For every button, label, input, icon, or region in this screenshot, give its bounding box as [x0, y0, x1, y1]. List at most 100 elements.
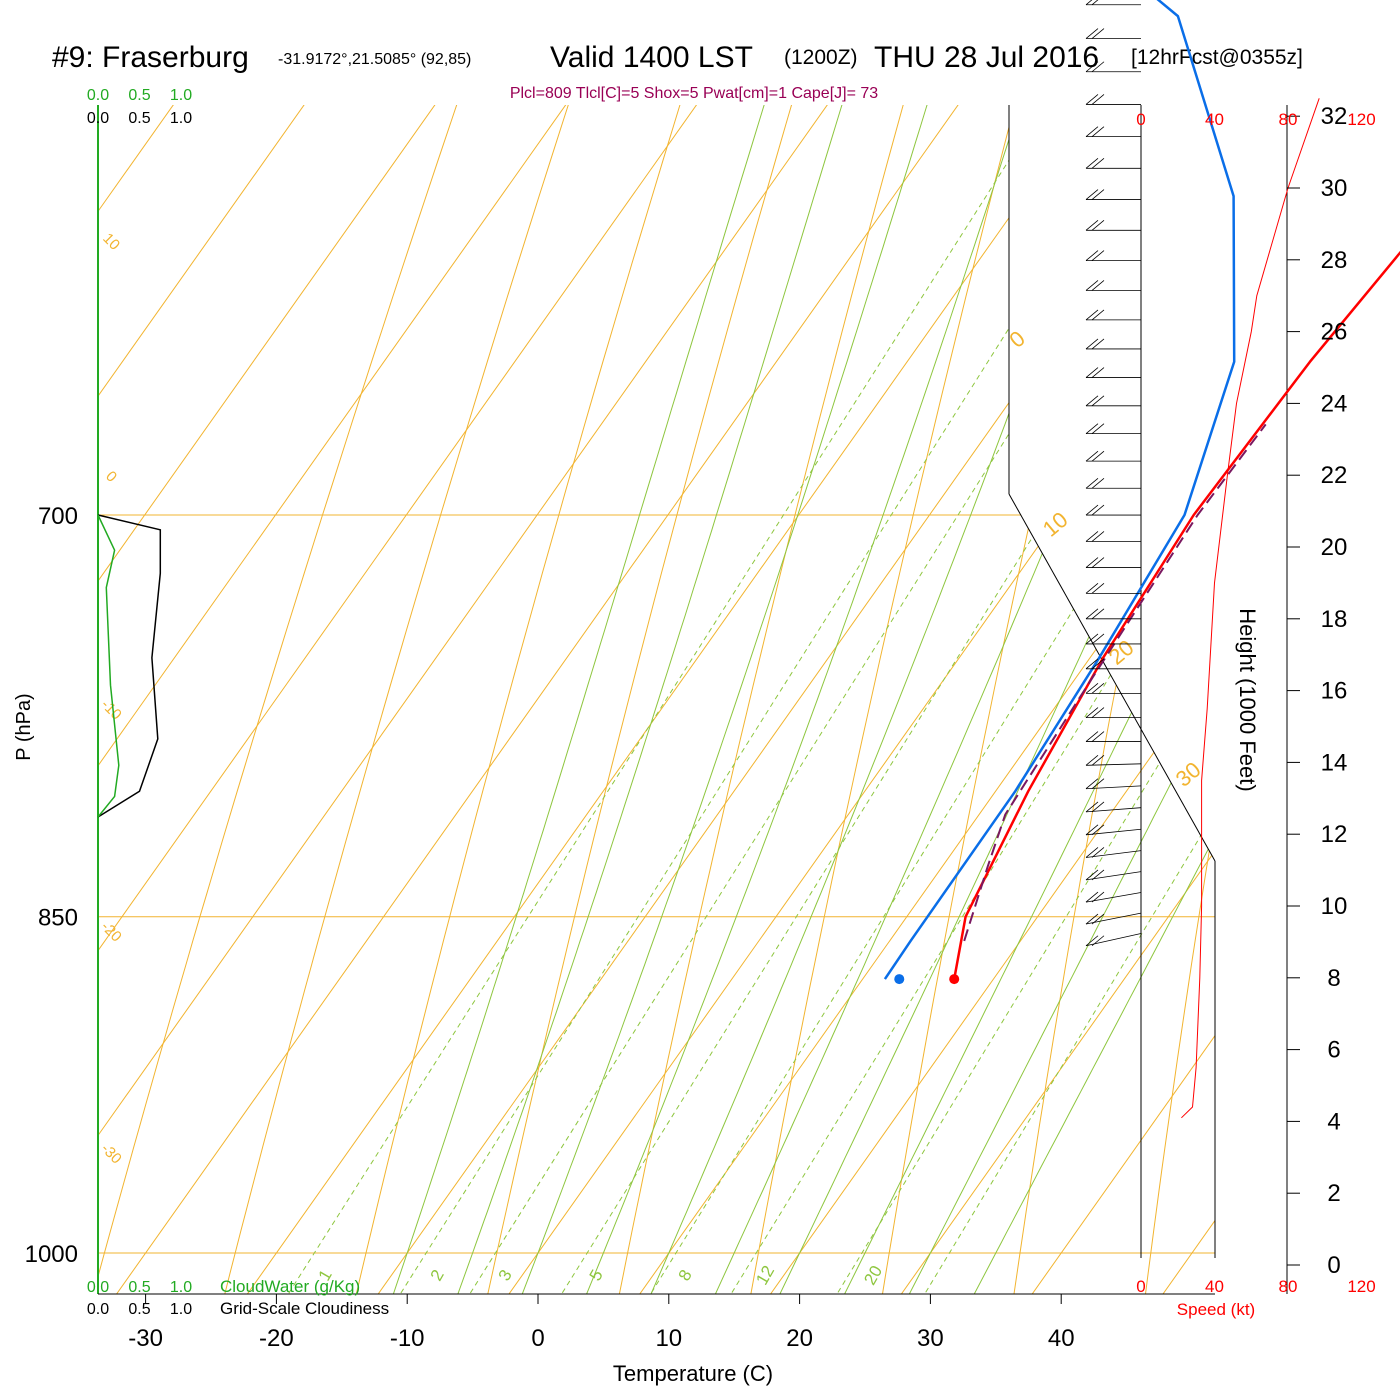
isotherm-line: [98, 105, 1215, 1294]
valid-time-prefix: Valid 1400 LST: [550, 41, 753, 74]
wind-speed-line: [1181, 98, 1320, 1119]
plot-frame: [97, 105, 1288, 1295]
mixing-ratio-line: [888, 105, 1215, 1294]
mixing-ratio-line: [249, 105, 1215, 1294]
isotherm-label: 0: [102, 468, 120, 486]
cloudiness-label: Grid-Scale Cloudiness: [220, 1299, 389, 1318]
wind-barb: [1085, 707, 1141, 719]
dry-adiabat: [739, 105, 1215, 1294]
wind-barb: [1085, 450, 1141, 462]
x-tick-label: -10: [390, 1325, 425, 1352]
station-coords: -31.9172°,21.5085° (92,85): [278, 51, 471, 68]
x-axis-title: Temperature (C): [613, 1361, 773, 1386]
wind-barb: [1085, 219, 1141, 231]
isotherm-line: [335, 105, 1215, 1294]
wind-barb: [1085, 557, 1141, 568]
isotherm-line: [204, 105, 1215, 1294]
isotherm-line: [98, 105, 1195, 1294]
x-tick-label: 10: [655, 1325, 682, 1352]
height-tick-label: 10: [1321, 893, 1348, 920]
wind-barb: [1085, 504, 1141, 516]
wind-barb: [1085, 531, 1141, 542]
speed-tick-label: 80: [1279, 110, 1298, 129]
height-tick-label: 12: [1321, 821, 1348, 848]
wind-barb: [1085, 778, 1142, 790]
wind-barb: [1085, 61, 1141, 73]
cloudwater-tick-label: 0.5: [128, 1279, 150, 1296]
dry-adiabat: [341, 105, 1215, 1294]
wind-barb: [1085, 126, 1141, 138]
isotherm-label: 10: [1038, 507, 1073, 542]
mixing-ratio-line: [693, 105, 1215, 1294]
height-axis-title: Height (1000 Feet): [1235, 608, 1260, 791]
speed-tick-label: 120: [1347, 1277, 1375, 1296]
wind-speed-profile: [1181, 98, 1320, 1119]
mixing-ratio-label: 3: [495, 1266, 516, 1284]
speed-tick-label: 120: [1347, 110, 1375, 129]
isotherm-line: [98, 105, 1215, 1294]
wind-barb: [1085, 189, 1141, 200]
height-tick-label: 22: [1321, 462, 1348, 489]
height-tick-label: 32: [1321, 103, 1348, 130]
wind-barb: [1085, 280, 1141, 291]
cloudiness-profile: [97, 514, 162, 818]
cloudiness-tick-label: 1.0: [170, 110, 192, 127]
moist-adiabat: [687, 105, 1215, 1294]
wind-barb: [1085, 423, 1141, 435]
valid-date: THU 28 Jul 2016: [874, 41, 1099, 74]
cloudwater-label: CloudWater (g/Kg): [220, 1277, 360, 1296]
sounding-profiles: [883, 0, 1400, 985]
wind-barb: [1085, 583, 1141, 594]
height-tick-label: 20: [1321, 534, 1348, 561]
speed-tick-label: 40: [1205, 1277, 1224, 1296]
wind-barb: [1085, 731, 1142, 742]
height-tick-label: 26: [1321, 319, 1348, 346]
isotherm-line: [858, 105, 1215, 1294]
parcel-line: [963, 423, 1267, 942]
isotherm-line: [98, 105, 1215, 1294]
height-tick-label: 6: [1327, 1037, 1340, 1064]
height-tick-label: 2: [1327, 1180, 1340, 1207]
mixing-ratio-line: [800, 105, 1215, 1294]
dewpoint-line: [883, 0, 1236, 980]
wind-barb: [1085, 633, 1141, 645]
isotherm-label: -30: [98, 1140, 125, 1167]
x-tick-label: -20: [259, 1325, 294, 1352]
wind-barb: [1085, 847, 1142, 858]
cloudiness-tick-label: 1.0: [170, 1301, 192, 1318]
background-lines: [98, 105, 1215, 1294]
wind-barb: [1085, 754, 1142, 766]
speed-tick-label: 40: [1205, 110, 1224, 129]
mixing-ratio-label: 2: [427, 1266, 448, 1284]
isotherm-line: [98, 105, 1215, 1294]
moist-adiabat: [561, 105, 1215, 1294]
pressure-tick-label: 850: [38, 905, 78, 932]
surface-dewpoint-marker: [894, 974, 905, 985]
moist-adiabat: [498, 105, 1215, 1294]
x-tick-label: 30: [917, 1325, 944, 1352]
x-tick-label: 20: [786, 1325, 813, 1352]
cloudwater-profile: [97, 514, 120, 818]
height-tick-label: 0: [1327, 1252, 1340, 1279]
wind-barb: [1085, 608, 1141, 620]
moist-adiabat: [372, 105, 1215, 1294]
isotherm-label: 0: [1004, 326, 1029, 353]
mixing-ratio-line: [362, 105, 1215, 1294]
speed-tick-label: 0: [1136, 110, 1145, 129]
x-tick-label: 40: [1048, 1325, 1075, 1352]
forecast-info: [12hrFcst@0355z]: [1131, 46, 1303, 69]
cloudiness-tick-label: 0.0: [87, 110, 109, 127]
height-tick-label: 30: [1321, 175, 1348, 202]
cloudiness-tick-label: 0.5: [128, 1301, 150, 1318]
valid-time-utc: (1200Z): [784, 46, 858, 69]
isotherm-line: [727, 105, 1215, 1294]
pressure-tick-label: 1000: [25, 1241, 78, 1268]
mixing-ratio-line: [523, 105, 1215, 1294]
height-tick-label: 16: [1321, 678, 1348, 705]
isotherm-line: [98, 105, 1215, 1294]
isotherm-line: [98, 105, 1064, 1294]
height-tick-label: 24: [1321, 390, 1348, 417]
wind-barb: [1085, 28, 1141, 39]
